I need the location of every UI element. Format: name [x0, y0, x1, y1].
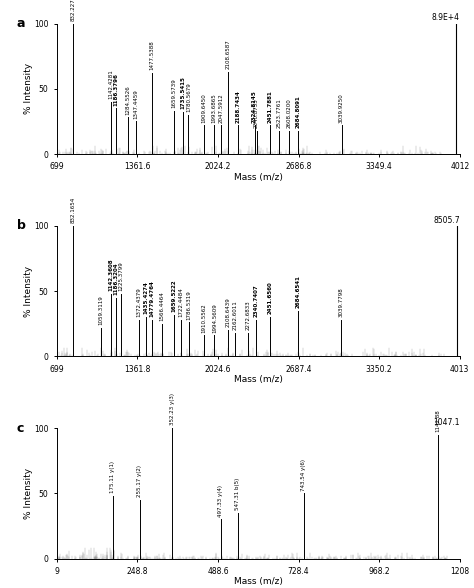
Text: 1059.3119: 1059.3119: [98, 295, 103, 325]
Text: 547.31 b(5): 547.31 b(5): [235, 478, 240, 510]
Text: 1722.4484: 1722.4484: [179, 288, 184, 317]
Text: 1910.5562: 1910.5562: [201, 303, 207, 333]
Text: 1659.5222: 1659.5222: [171, 279, 176, 312]
Text: 2608.0200: 2608.0200: [287, 98, 292, 128]
X-axis label: Mass (m/z): Mass (m/z): [234, 375, 283, 384]
Text: 832.2275: 832.2275: [71, 0, 75, 21]
Text: 352.23 y(3): 352.23 y(3): [170, 393, 175, 425]
X-axis label: Mass (m/z): Mass (m/z): [234, 173, 283, 182]
Text: 1909.6450: 1909.6450: [201, 93, 207, 122]
Text: a: a: [17, 17, 25, 30]
Text: 2108.6587: 2108.6587: [226, 39, 231, 69]
Text: 1142.88: 1142.88: [436, 409, 440, 432]
Text: 1142.3608: 1142.3608: [108, 258, 113, 291]
Text: 175.11 y(1): 175.11 y(1): [110, 461, 115, 493]
Text: 1047.1: 1047.1: [433, 418, 460, 427]
Text: c: c: [17, 422, 24, 435]
Text: 2047.5912: 2047.5912: [219, 93, 223, 122]
Text: b: b: [17, 219, 26, 232]
Text: 1477.5388: 1477.5388: [149, 41, 154, 71]
Y-axis label: % Intensity: % Intensity: [24, 266, 33, 316]
Text: 1284.5526: 1284.5526: [126, 85, 131, 115]
Text: 2162.6011: 2162.6011: [232, 300, 237, 330]
Text: 8.9E+4: 8.9E+4: [432, 13, 460, 22]
Text: 497.33 y(4): 497.33 y(4): [219, 485, 223, 517]
Text: 743.54 y(6): 743.54 y(6): [301, 459, 306, 490]
Text: 1186.3204: 1186.3204: [114, 262, 118, 295]
Text: 8505.7: 8505.7: [433, 215, 460, 225]
Text: 255.17 y(2): 255.17 y(2): [137, 465, 142, 497]
Text: 1142.4281: 1142.4281: [108, 69, 113, 99]
Text: 1566.4464: 1566.4464: [160, 291, 165, 321]
Text: 1786.5319: 1786.5319: [187, 290, 191, 320]
Y-axis label: % Intensity: % Intensity: [24, 64, 33, 114]
Text: 2684.8091: 2684.8091: [296, 95, 301, 128]
Text: 2684.6541: 2684.6541: [296, 275, 301, 308]
Text: 2451.6560: 2451.6560: [267, 282, 273, 315]
Y-axis label: % Intensity: % Intensity: [24, 468, 33, 519]
Text: 2340.8755: 2340.8755: [254, 98, 259, 128]
Text: 1735.5415: 1735.5415: [181, 76, 185, 109]
Text: 3039.9250: 3039.9250: [339, 93, 344, 122]
Text: 832.1654: 832.1654: [71, 197, 75, 223]
X-axis label: Mass (m/z): Mass (m/z): [234, 577, 283, 586]
Text: 1372.4379: 1372.4379: [136, 288, 141, 317]
Text: 2340.7407: 2340.7407: [254, 284, 259, 317]
Text: 3039.7798: 3039.7798: [339, 288, 344, 317]
Text: 1780.5679: 1780.5679: [186, 82, 191, 112]
Text: 1994.5609: 1994.5609: [212, 303, 217, 333]
Text: 1347.4459: 1347.4459: [133, 89, 138, 119]
Text: 2108.6439: 2108.6439: [226, 298, 231, 328]
Text: 1659.5739: 1659.5739: [171, 78, 176, 108]
Text: 1435.4274: 1435.4274: [144, 282, 149, 315]
Text: 2272.6833: 2272.6833: [246, 300, 251, 330]
Text: 14779.4764: 14779.4764: [149, 280, 154, 317]
Text: 1225.3799: 1225.3799: [118, 261, 123, 291]
Text: 1993.6865: 1993.6865: [212, 93, 217, 122]
Text: 2188.7434: 2188.7434: [236, 89, 240, 122]
Text: 1186.3796: 1186.3796: [114, 73, 118, 106]
Text: 2451.7881: 2451.7881: [267, 90, 273, 122]
Text: 2523.7761: 2523.7761: [276, 98, 281, 128]
Text: 2324.8145: 2324.8145: [252, 90, 257, 122]
